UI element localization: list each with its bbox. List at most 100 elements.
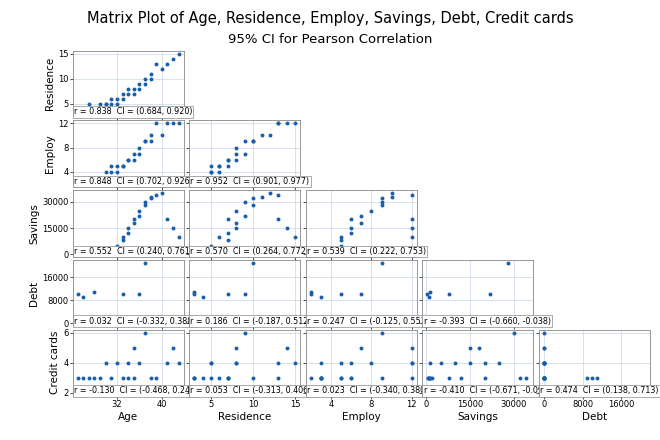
Text: r = 0.838  CI = (0.684, 0.920): r = 0.838 CI = (0.684, 0.920): [74, 107, 192, 116]
Point: [140, 198, 150, 205]
Point: [73, 180, 83, 187]
Point: [206, 248, 216, 255]
Point: [539, 359, 549, 367]
Point: [539, 389, 549, 396]
Point: [140, 259, 150, 266]
Point: [539, 389, 549, 396]
Point: [78, 110, 88, 117]
Point: [273, 120, 284, 127]
Text: r = -0.410  CI = (-0.671, -0.099): r = -0.410 CI = (-0.671, -0.099): [424, 386, 551, 395]
Point: [134, 359, 145, 367]
Point: [306, 389, 316, 396]
Point: [315, 389, 326, 396]
Point: [73, 249, 83, 256]
Point: [84, 320, 94, 327]
Point: [189, 180, 199, 187]
Point: [78, 249, 88, 257]
Point: [117, 162, 128, 169]
Point: [356, 344, 367, 351]
Point: [423, 374, 434, 381]
Point: [162, 216, 173, 223]
Point: [73, 249, 83, 257]
Point: [587, 374, 597, 381]
Point: [95, 174, 106, 181]
Point: [326, 389, 337, 396]
Point: [206, 320, 216, 327]
Point: [197, 174, 208, 181]
Point: [100, 389, 111, 396]
Point: [100, 248, 111, 255]
Point: [151, 60, 162, 67]
Point: [84, 174, 94, 181]
Point: [539, 389, 549, 396]
Point: [356, 291, 367, 298]
Point: [386, 320, 397, 327]
Point: [306, 248, 316, 255]
Point: [206, 249, 216, 256]
Y-axis label: Residence: Residence: [45, 57, 55, 110]
X-axis label: Debt: Debt: [582, 412, 607, 422]
Point: [174, 50, 184, 57]
Point: [336, 320, 346, 327]
Point: [112, 320, 122, 327]
Point: [582, 374, 593, 381]
Point: [117, 162, 128, 169]
Point: [231, 144, 242, 151]
Point: [336, 320, 346, 327]
Point: [197, 320, 208, 327]
Point: [206, 174, 216, 181]
Point: [231, 207, 242, 214]
Point: [189, 320, 199, 327]
Point: [222, 320, 233, 327]
Point: [256, 193, 267, 200]
Point: [231, 156, 242, 163]
Point: [426, 320, 436, 327]
Point: [214, 162, 225, 169]
Point: [336, 374, 346, 381]
Point: [197, 174, 208, 181]
Point: [356, 389, 367, 396]
Point: [222, 237, 233, 244]
Point: [189, 389, 199, 396]
Y-axis label: Credit cards: Credit cards: [50, 331, 60, 395]
X-axis label: Residence: Residence: [218, 412, 271, 422]
Point: [315, 320, 326, 327]
Point: [197, 174, 208, 181]
Point: [306, 320, 316, 327]
Point: [106, 95, 117, 103]
Point: [189, 248, 199, 255]
Point: [197, 294, 208, 301]
Point: [78, 294, 88, 301]
Point: [306, 320, 316, 327]
Point: [112, 389, 122, 396]
Point: [326, 248, 337, 255]
Point: [117, 389, 128, 396]
Point: [140, 138, 150, 145]
Text: r = 0.474  CI = (0.138, 0.713): r = 0.474 CI = (0.138, 0.713): [540, 386, 659, 395]
Point: [89, 389, 100, 396]
Point: [206, 320, 216, 327]
Point: [539, 329, 549, 336]
Point: [162, 60, 173, 67]
Point: [174, 320, 184, 327]
Text: r = 0.952  CI = (0.901, 0.977): r = 0.952 CI = (0.901, 0.977): [190, 177, 310, 186]
Point: [214, 168, 225, 175]
Point: [479, 320, 490, 327]
Point: [222, 374, 233, 381]
Point: [189, 249, 199, 257]
Point: [282, 120, 292, 127]
Point: [326, 320, 337, 327]
Point: [326, 389, 337, 396]
Text: r = 0.570  CI = (0.264, 0.772): r = 0.570 CI = (0.264, 0.772): [190, 247, 310, 256]
Point: [89, 288, 100, 295]
Point: [162, 320, 173, 327]
Point: [336, 374, 346, 381]
Point: [231, 220, 242, 227]
Point: [376, 259, 387, 266]
Point: [346, 230, 356, 237]
Point: [134, 207, 145, 214]
X-axis label: Age: Age: [118, 412, 138, 422]
Point: [473, 320, 484, 327]
Point: [465, 359, 475, 367]
Point: [214, 246, 225, 253]
